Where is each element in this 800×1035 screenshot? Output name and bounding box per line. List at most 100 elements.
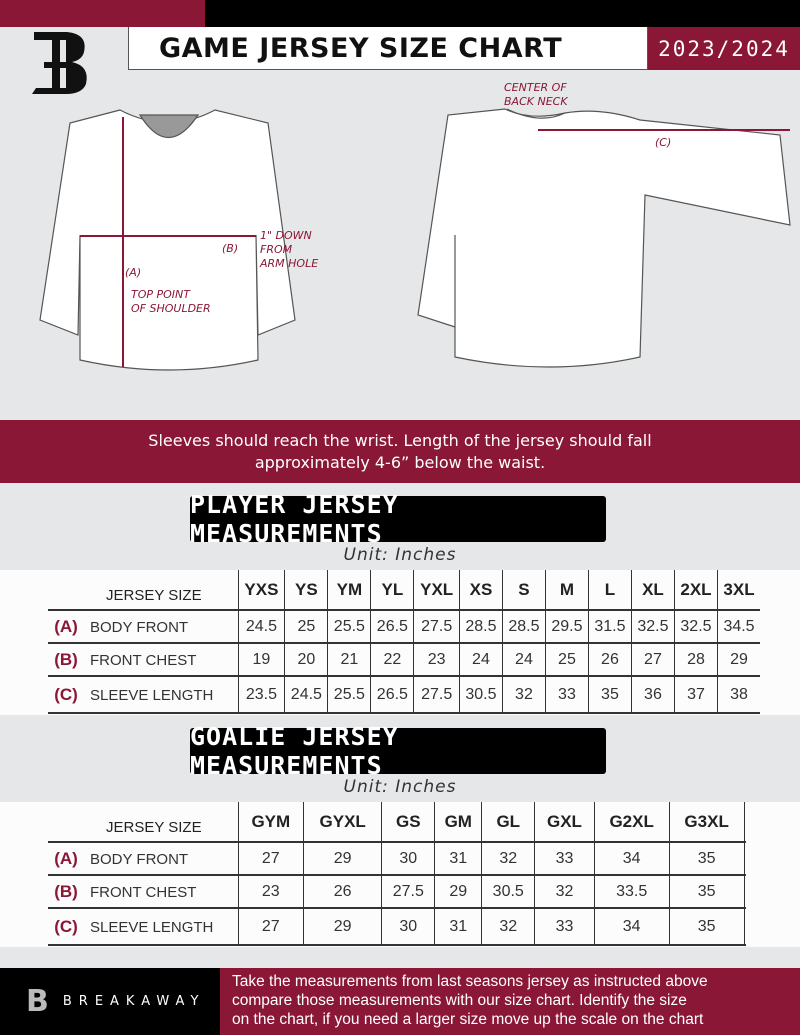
- measure-letter: (C): [54, 684, 78, 704]
- table-cell: 31.5: [587, 610, 632, 644]
- table-header-row: JERSEY SIZE GYM GYXL GS GM GL GXL G2XL G3XL: [48, 802, 745, 843]
- table-cell: 26.5: [370, 610, 414, 644]
- row-label: (C) SLEEVE LENGTH: [48, 908, 238, 946]
- row-label: (A) BODY FRONT: [48, 842, 238, 876]
- size-header: YXL: [413, 570, 460, 611]
- size-header: 3XL: [717, 570, 760, 611]
- row-label: (B) FRONT CHEST: [48, 643, 238, 677]
- table-cell: 19: [237, 643, 285, 677]
- table-cell: 29: [717, 643, 760, 677]
- table-cell: 35: [668, 875, 745, 909]
- footer-brand: B BREAKAWAY: [0, 968, 220, 1035]
- table-cell: 21: [327, 643, 371, 677]
- size-header: XS: [458, 570, 503, 611]
- table-cell: 26: [587, 643, 632, 677]
- table-cell: 32.5: [673, 610, 718, 644]
- table-cell: 27: [237, 842, 304, 876]
- table-cell: 34: [593, 842, 670, 876]
- measure-letter: (B): [54, 881, 78, 901]
- table-row: (B) FRONT CHEST 23 26 27.5 29 30.5 32 33.5 35: [48, 875, 745, 909]
- table-cell: 27.5: [381, 875, 435, 909]
- fit-instructions: Sleeves should reach the wrist. Length o…: [0, 420, 800, 483]
- table-cell: 27.5: [413, 676, 460, 714]
- table-cell: 24.5: [237, 610, 285, 644]
- note-arm-hole: 1" DOWN FROM ARM HOLE: [260, 229, 319, 270]
- note-back-neck: CENTER OF BACK NECK: [504, 81, 568, 108]
- table-cell: 35: [668, 842, 745, 876]
- table-cell: 30: [381, 908, 435, 946]
- table-cell: 33: [534, 842, 595, 876]
- size-header: GS: [381, 802, 435, 843]
- table-cell: 32.5: [630, 610, 675, 644]
- table-cell: 28: [673, 643, 718, 677]
- label-a: (A): [125, 266, 142, 279]
- top-black-bar: [205, 0, 800, 27]
- table-cell: 37: [673, 676, 718, 714]
- table-cell: 25.5: [327, 676, 371, 714]
- table-cell: 33: [544, 676, 589, 714]
- size-header: GYXL: [303, 802, 382, 843]
- table-cell: 24: [458, 643, 503, 677]
- table-cell: 33: [534, 908, 595, 946]
- size-header: S: [501, 570, 546, 611]
- size-header: L: [587, 570, 632, 611]
- goalie-heading: GOALIE JERSEY MEASUREMENTS: [190, 722, 606, 780]
- measure-name: FRONT CHEST: [90, 651, 197, 669]
- table-cell: 23: [413, 643, 460, 677]
- table-cell: 31: [434, 842, 482, 876]
- table-cell: 32: [481, 842, 535, 876]
- measure-name: BODY FRONT: [90, 850, 189, 868]
- table-cell: 29: [303, 908, 382, 946]
- table-cell: 20: [284, 643, 328, 677]
- table-header-row: JERSEY SIZE YXS YS YM YL YXL XS S M L XL 2XL 3XL: [48, 570, 760, 611]
- measure-name: SLEEVE LENGTH: [90, 686, 214, 704]
- table-cell: 27: [237, 908, 304, 946]
- size-header: GXL: [534, 802, 595, 843]
- breakaway-logo: [32, 32, 87, 94]
- table-cell: 36: [630, 676, 675, 714]
- page-title: GAME JERSEY SIZE CHART: [128, 27, 648, 70]
- size-header: YL: [370, 570, 414, 611]
- table-cell: 25: [544, 643, 589, 677]
- size-header: GYM: [237, 802, 304, 843]
- table-cell: 38: [717, 676, 760, 714]
- size-header: XL: [630, 570, 675, 611]
- table-cell: 33.5: [593, 875, 670, 909]
- measure-letter: (A): [54, 616, 78, 636]
- size-header: 2XL: [673, 570, 718, 611]
- measure-letter: (B): [54, 649, 78, 669]
- row-label: (C) SLEEVE LENGTH: [48, 676, 238, 714]
- table-cell: 30.5: [458, 676, 503, 714]
- table-cell: [743, 875, 745, 909]
- size-header: GM: [434, 802, 482, 843]
- table-cell: 27.5: [413, 610, 460, 644]
- table-row: (A) BODY FRONT 27 29 30 31 32 33 34 35: [48, 842, 745, 876]
- table-cell: 31: [434, 908, 482, 946]
- table-row: (B) FRONT CHEST 19 20 21 22 23 24 24 25 26 27 28 29: [48, 643, 760, 677]
- table-cell: 25.5: [327, 610, 371, 644]
- breakaway-logo-small: B: [26, 984, 49, 1019]
- size-header: YM: [327, 570, 371, 611]
- player-heading: PLAYER JERSEY MEASUREMENTS: [190, 490, 606, 548]
- measure-name: BODY FRONT: [90, 618, 189, 636]
- top-accent-bar: [0, 0, 205, 27]
- row-label: (A) BODY FRONT: [48, 610, 238, 644]
- table-cell: [743, 842, 745, 876]
- measure-letter: (A): [54, 848, 78, 868]
- player-unit: Unit: Inches: [343, 545, 457, 565]
- table-cell: 25: [284, 610, 328, 644]
- table-cell: 32: [481, 908, 535, 946]
- table-cell: 23: [237, 875, 304, 909]
- table-cell: 30: [381, 842, 435, 876]
- table-cell: [743, 908, 745, 946]
- label-b: (B): [222, 242, 239, 255]
- goalie-size-table: JERSEY SIZE GYM GYXL GS GM GL GXL G2XL G3XL (A) BO…: [48, 802, 745, 946]
- measure-letter: (C): [54, 916, 78, 936]
- table-cell: 35: [587, 676, 632, 714]
- size-header: [743, 802, 745, 843]
- label-c: (C): [655, 136, 672, 149]
- table-cell: 27: [630, 643, 675, 677]
- table-cell: 29: [303, 842, 382, 876]
- measure-name: FRONT CHEST: [90, 883, 197, 901]
- size-header: M: [544, 570, 589, 611]
